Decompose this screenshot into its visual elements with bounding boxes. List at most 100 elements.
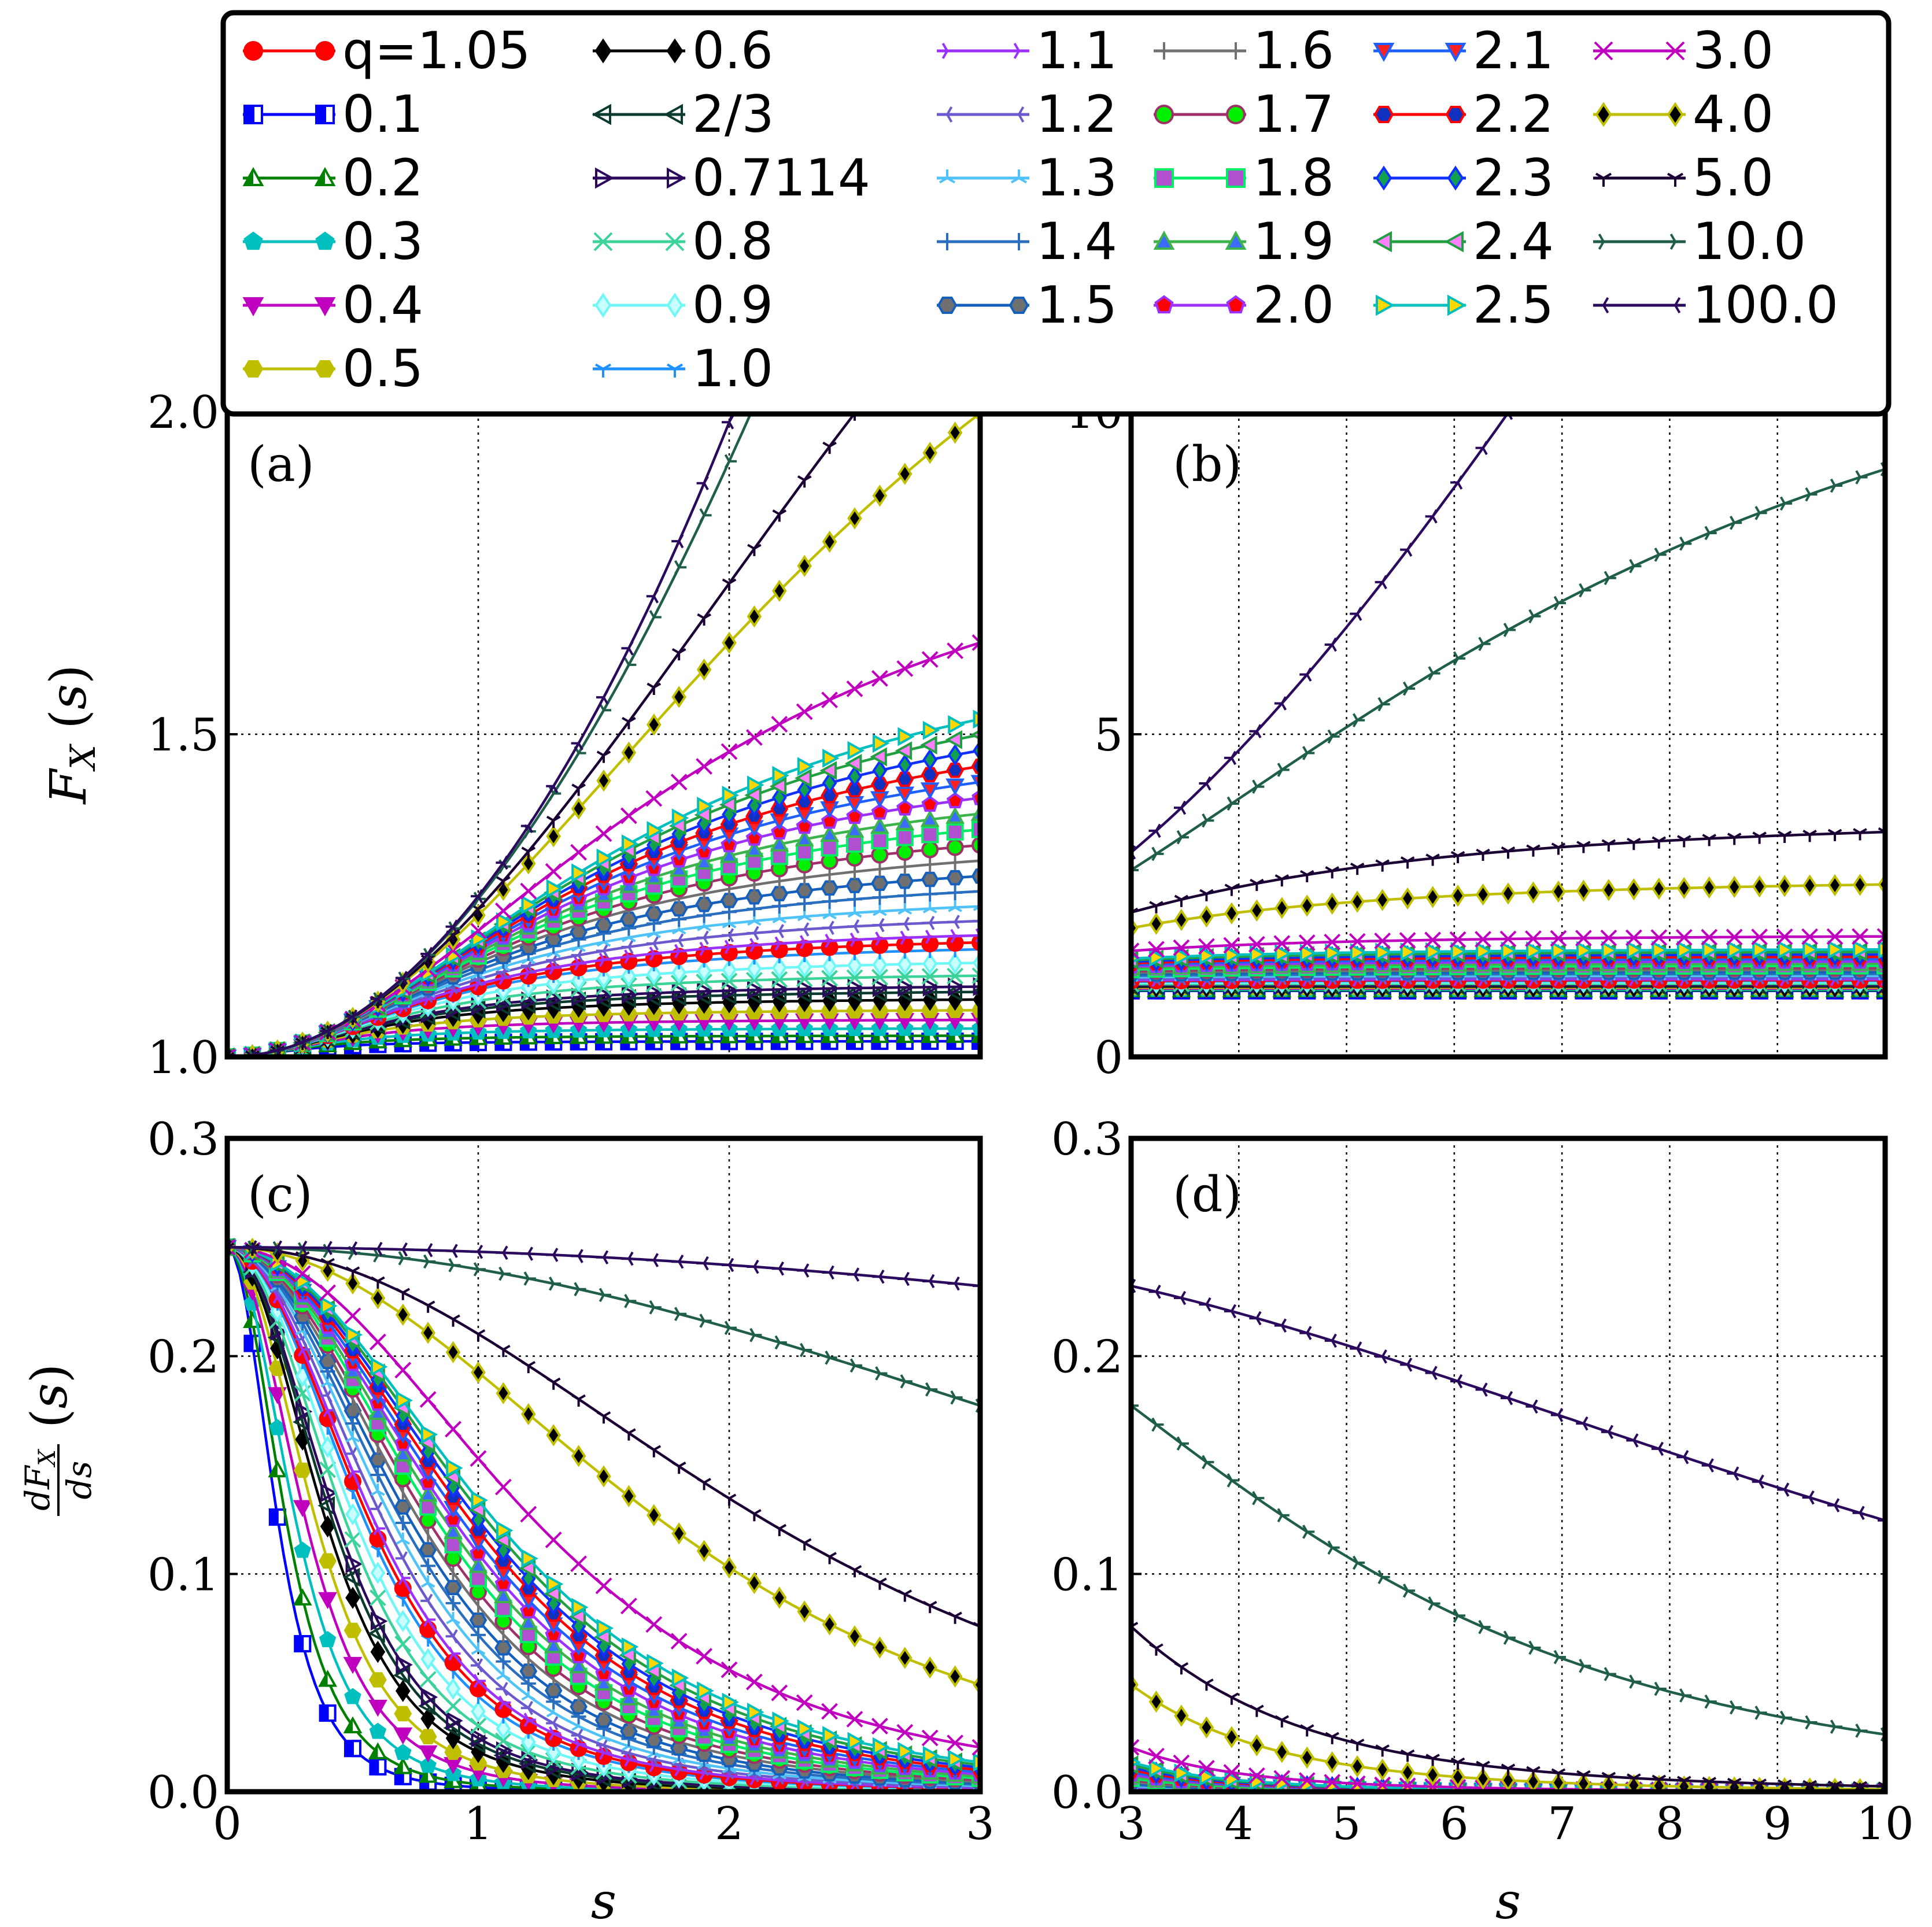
panel-c-series-q100	[227, 1240, 980, 1291]
panel-c-point-q100	[872, 1269, 885, 1284]
panel-c-point-q1.9	[619, 1688, 638, 1706]
panel-a-point-q2.5	[722, 786, 740, 805]
panel-a-ytick-label: 1.5	[147, 709, 219, 761]
panel-a-point-q100	[370, 992, 383, 1007]
panel-c-point-q0.9	[320, 1436, 335, 1458]
panel-a-point-q1.5	[670, 901, 688, 917]
panel-c-point-q0.7114	[371, 1611, 388, 1631]
panel-a-point-q2.5	[897, 727, 915, 746]
panel-b-point-q10	[1553, 596, 1566, 611]
panel-c-point-q4	[922, 1656, 938, 1679]
panel-a-point-q3	[645, 790, 663, 807]
panel-a-point-q1.5	[821, 880, 838, 896]
panel-c-point-q0.5	[419, 1729, 437, 1744]
legend-marker	[939, 106, 953, 123]
panel-a-point-q1.1	[548, 960, 562, 975]
legend-marker	[1598, 233, 1612, 250]
panel-a-point-q0.8	[771, 971, 788, 988]
panel-b-point-q3	[1223, 937, 1240, 954]
panel-b-point-q3	[1148, 941, 1165, 958]
panel-c-point-q3	[896, 1723, 914, 1741]
panel-b-point-q5	[1627, 837, 1641, 850]
panel-a-point-q1.9	[895, 813, 915, 830]
panel-d-xtick-label: 6	[1440, 1798, 1469, 1850]
panel-b-point-q4	[1199, 905, 1214, 928]
panel-b-point-q4	[1701, 876, 1717, 899]
panel-a-point-q4	[696, 658, 712, 681]
panel-a-point-q100	[471, 889, 483, 904]
panel-c-point-q100	[295, 1240, 308, 1255]
panel-c-point-q0.8	[319, 1461, 337, 1478]
panel-c-point-q0.7114	[496, 1741, 514, 1760]
panel-a-point-q1.2	[747, 926, 759, 941]
panel-a-point-q2.3	[922, 748, 938, 771]
panel-a-point-q2.5	[496, 912, 514, 931]
panel-a-point-q1.9	[770, 834, 789, 852]
panel-d-point-q5	[1275, 1715, 1290, 1728]
panel-b-point-q3	[1248, 935, 1265, 953]
panel-b-point-q2.5	[1501, 941, 1519, 961]
panel-b-point-q10	[1754, 505, 1767, 520]
panel-a-point-q4	[872, 484, 888, 507]
panel-a-point-q1.9	[745, 839, 764, 857]
panel-a-point-q100	[520, 819, 534, 833]
panel-d-point-q4	[1299, 1746, 1315, 1769]
panel-a-point-q2.5	[647, 821, 664, 840]
panel-c-point-q10	[799, 1342, 812, 1358]
panel-c-point-q0.8	[394, 1636, 412, 1652]
legend-label: 2/3	[692, 84, 774, 144]
panel-a-point-q1.3	[948, 900, 962, 912]
legend-marker	[1373, 106, 1394, 123]
panel-b-point-q10	[1202, 813, 1214, 828]
panel-c-point-q1.4	[445, 1595, 461, 1611]
panel-c-ytick-label: 0.3	[147, 1114, 219, 1166]
panel-d-point-q10	[1503, 1630, 1516, 1645]
panel-b-point-q100	[1475, 441, 1488, 456]
panel-a-point-q2.2	[821, 787, 838, 804]
panel-b-point-q100	[1224, 750, 1237, 765]
panel-c-point-q5	[420, 1300, 435, 1313]
panel-c-point-q1.2	[571, 1728, 583, 1743]
legend-label: 1.7	[1253, 84, 1334, 144]
panel-a-point-q2.3	[822, 772, 837, 794]
panel-d: (d) 0.0 0.1 0.2 0.3 3 4 5 6 7 8 9 10 s	[1051, 1114, 1914, 1927]
panel-a-point-q1.9	[945, 807, 965, 824]
panel-c-point-q10	[900, 1374, 913, 1389]
panel-b-point-q10	[1377, 697, 1390, 712]
panel-d-point-q4	[1475, 1767, 1491, 1790]
panel-c-point-q0.9	[546, 1741, 562, 1763]
panel-a-point-q2.5	[521, 895, 538, 915]
panel-d-point-q10	[1779, 1710, 1793, 1725]
panel-a-point-q0.7114	[797, 979, 815, 998]
panel-c-point-q1.9	[393, 1444, 413, 1462]
panel-a-point-q5	[546, 815, 561, 829]
panel-a-point-q2.5	[922, 720, 940, 740]
panel-b: (b) 0510	[1066, 387, 1888, 1084]
legend-label: 2.3	[1473, 148, 1554, 208]
panel-a-point-q100	[320, 1024, 333, 1038]
panel-a-point-q100	[621, 641, 634, 656]
panel-a-point-q2	[921, 796, 939, 812]
panel-d-point-q100	[1777, 1482, 1790, 1497]
panel-c-series-q5	[227, 1242, 980, 1634]
panel-c-point-q100	[747, 1259, 759, 1274]
panel-b-point-q10	[1805, 487, 1818, 502]
panel-b-point-q10	[1679, 537, 1692, 551]
legend-label: 0.3	[342, 212, 423, 271]
panel-b-point-q5	[1375, 859, 1390, 872]
panel-c-point-q1.1	[373, 1521, 386, 1536]
panel-c-point-q5	[822, 1552, 837, 1564]
panel-a-point-q0.7114	[671, 982, 689, 1002]
panel-b-point-q3	[1399, 932, 1416, 949]
panel-d-point-q5	[1375, 1744, 1390, 1757]
panel-c-point-q4	[696, 1540, 712, 1562]
panel-a-point-q2.4	[819, 761, 837, 781]
panel-d-point-q10	[1327, 1540, 1340, 1555]
panel-d-point-q3	[1131, 1739, 1140, 1756]
panel-a-point-q5	[697, 613, 711, 626]
panel-b-point-q5	[1174, 894, 1189, 907]
panel-c-point-q100	[320, 1241, 333, 1255]
panel-c-point-q4	[420, 1322, 436, 1344]
panel-c-point-q3	[947, 1734, 964, 1752]
panel-c-point-q10	[398, 1251, 411, 1266]
